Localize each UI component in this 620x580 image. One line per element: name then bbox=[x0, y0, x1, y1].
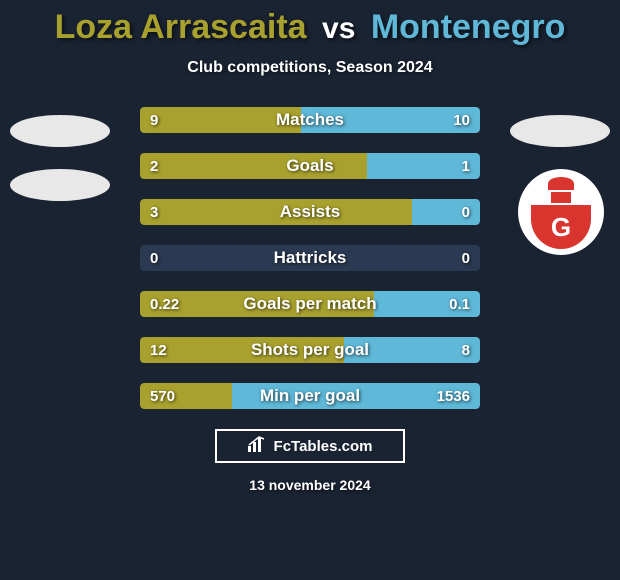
bar-row: 30Assists bbox=[140, 199, 480, 225]
chart-icon bbox=[248, 436, 268, 457]
bar-row: 0.220.1Goals per match bbox=[140, 291, 480, 317]
player1-placeholder-ellipse bbox=[10, 115, 110, 147]
bar-row: 5701536Min per goal bbox=[140, 383, 480, 409]
bar-row: 21Goals bbox=[140, 153, 480, 179]
bar-label: Hattricks bbox=[140, 245, 480, 271]
bar-row: 910Matches bbox=[140, 107, 480, 133]
title-player1: Loza Arrascaita bbox=[55, 8, 307, 46]
bar-label: Matches bbox=[140, 107, 480, 133]
player2-club-badge: G bbox=[518, 169, 604, 255]
bar-row: 128Shots per goal bbox=[140, 337, 480, 363]
brand-footer-box: FcTables.com bbox=[215, 429, 405, 463]
player2-logo-area: G bbox=[510, 115, 610, 255]
comparison-bars: 910Matches 21Goals 30Assists 00Hattricks 0.2… bbox=[140, 107, 480, 409]
title-player2: Montenegro bbox=[371, 8, 566, 46]
bar-label: Goals bbox=[140, 153, 480, 179]
title-vs: vs bbox=[316, 12, 361, 45]
date-text: 13 november 2024 bbox=[0, 477, 620, 493]
player1-club-placeholder-ellipse bbox=[10, 169, 110, 201]
player2-placeholder-ellipse bbox=[510, 115, 610, 147]
bar-label: Shots per goal bbox=[140, 337, 480, 363]
page-title: Loza Arrascaita vs Montenegro bbox=[0, 0, 620, 47]
subtitle: Club competitions, Season 2024 bbox=[0, 59, 620, 77]
club-badge-top-icon bbox=[536, 177, 586, 203]
bar-label: Goals per match bbox=[140, 291, 480, 317]
bar-label: Assists bbox=[140, 199, 480, 225]
bar-row: 00Hattricks bbox=[140, 245, 480, 271]
club-badge-letter: G bbox=[531, 205, 591, 249]
brand-text: FcTables.com bbox=[274, 438, 373, 455]
player1-logo-area bbox=[10, 115, 110, 223]
bar-label: Min per goal bbox=[140, 383, 480, 409]
